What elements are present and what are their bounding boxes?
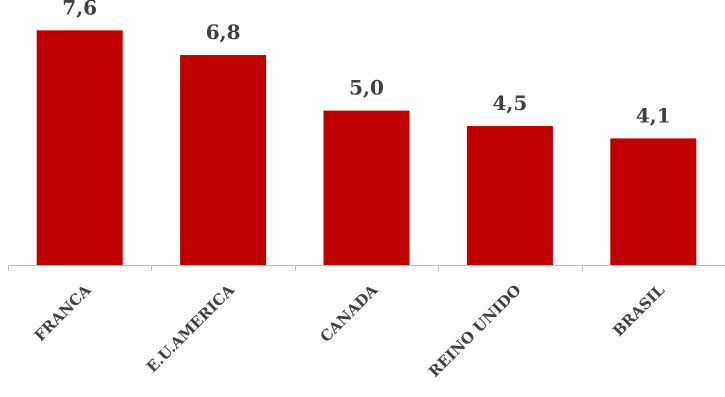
category-label: CANADA [317,281,382,346]
bar-e-u-america [180,55,267,265]
value-labels-group: 7,6 6,8 5,0 4,5 4,1 [62,0,670,127]
bar-brasil [610,138,697,265]
bar-value-label: 4,5 [493,91,528,115]
x-axis [8,265,725,271]
bar-franca [36,30,123,265]
bar-reino-unido [466,126,553,265]
bar-value-label: 5,0 [349,76,384,100]
bar-value-label: 6,8 [206,20,241,44]
category-label: FRANCA [31,281,95,345]
bar-value-label: 7,6 [62,0,97,19]
category-label: E.U.AMERICA [143,281,238,376]
bar-value-label: 4,1 [636,103,671,127]
bars-group [36,30,697,265]
category-labels-group: FRANCA E.U.AMERICA CANADA REINO UNIDO BRASIL [31,281,669,381]
bar-canada [323,110,410,265]
category-label: REINO UNIDO [425,281,525,381]
category-label: BRASIL [609,281,668,340]
